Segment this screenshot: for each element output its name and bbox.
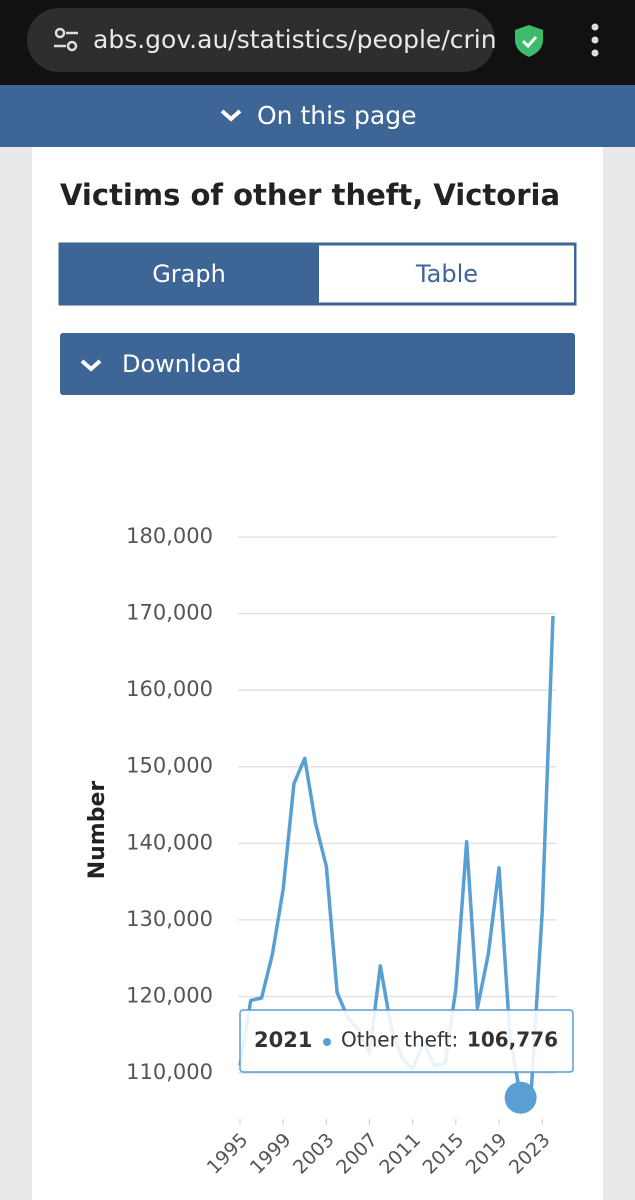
tooltip-dot bbox=[323, 1038, 331, 1046]
section-title: Victims of other theft, Victoria bbox=[60, 178, 560, 212]
tooltip bbox=[239, 1009, 574, 1073]
nav-label: On this page bbox=[257, 101, 416, 130]
y-tick-label: 130,000 bbox=[126, 907, 213, 931]
y-tick-label: 180,000 bbox=[126, 524, 213, 548]
tab-label: Table bbox=[415, 260, 478, 288]
shield-icon bbox=[515, 25, 543, 57]
chevron bbox=[80, 359, 102, 372]
tooltip-label: Other theft: bbox=[341, 1028, 458, 1052]
y-tick-label: 140,000 bbox=[126, 830, 213, 854]
tab-active[interactable] bbox=[60, 244, 319, 304]
y-axis-label: Number bbox=[85, 781, 110, 880]
menu-icon[interactable] bbox=[591, 23, 599, 57]
hover-marker bbox=[504, 1081, 537, 1114]
tooltip-x: 2021 bbox=[254, 1028, 312, 1052]
check bbox=[521, 36, 538, 49]
y-tick-label: 160,000 bbox=[126, 677, 213, 701]
url-pill[interactable] bbox=[27, 8, 495, 72]
nav-bar[interactable] bbox=[0, 85, 635, 147]
download-button[interactable] bbox=[60, 333, 575, 395]
site-icon bbox=[54, 27, 78, 52]
y-tick-label: 170,000 bbox=[126, 601, 213, 625]
tooltip-value: 106,776 bbox=[467, 1028, 558, 1052]
chevron bbox=[220, 109, 242, 122]
y-tick-label: 150,000 bbox=[126, 754, 213, 778]
tab[interactable] bbox=[320, 246, 574, 302]
y-tick-label: 110,000 bbox=[126, 1060, 213, 1084]
download-label: Download bbox=[122, 350, 241, 378]
url: abs.gov.au/statistics/people/crin bbox=[93, 25, 497, 54]
tab-label: Graph bbox=[152, 260, 226, 288]
y-tick-label: 120,000 bbox=[126, 983, 213, 1007]
